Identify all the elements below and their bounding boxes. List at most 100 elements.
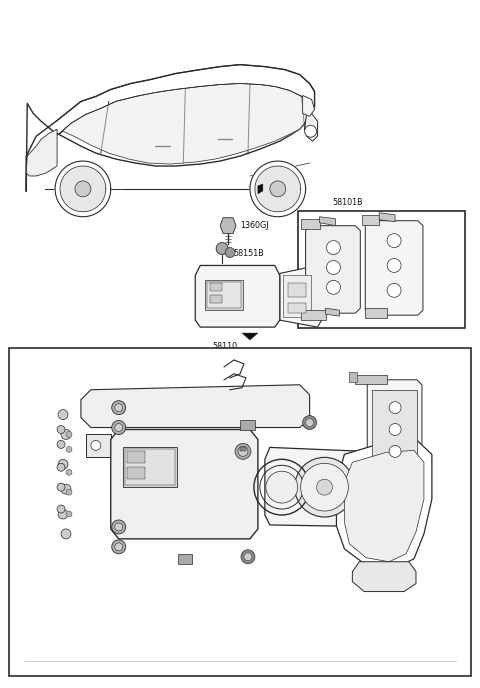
Circle shape bbox=[306, 418, 313, 427]
Circle shape bbox=[115, 404, 123, 411]
Polygon shape bbox=[365, 221, 423, 315]
Text: 58130: 58130 bbox=[213, 352, 238, 361]
Polygon shape bbox=[265, 447, 394, 527]
Polygon shape bbox=[60, 166, 106, 212]
Circle shape bbox=[225, 248, 235, 257]
Text: 58114A: 58114A bbox=[318, 484, 348, 494]
Circle shape bbox=[61, 429, 71, 440]
Polygon shape bbox=[302, 96, 314, 116]
Polygon shape bbox=[179, 554, 192, 563]
Circle shape bbox=[238, 447, 248, 456]
Polygon shape bbox=[365, 308, 387, 318]
Text: 58113: 58113 bbox=[235, 479, 260, 488]
Circle shape bbox=[389, 402, 401, 413]
Circle shape bbox=[115, 523, 123, 531]
Circle shape bbox=[112, 420, 126, 435]
Circle shape bbox=[326, 261, 340, 275]
Polygon shape bbox=[81, 385, 310, 427]
Bar bbox=[240, 447, 246, 451]
Polygon shape bbox=[305, 114, 318, 141]
Polygon shape bbox=[26, 65, 314, 191]
Circle shape bbox=[266, 471, 298, 503]
Circle shape bbox=[66, 447, 72, 453]
Polygon shape bbox=[86, 435, 111, 458]
Circle shape bbox=[305, 125, 316, 137]
Polygon shape bbox=[325, 308, 339, 316]
Circle shape bbox=[58, 409, 68, 420]
Bar bbox=[125, 449, 175, 485]
Polygon shape bbox=[55, 161, 111, 217]
Polygon shape bbox=[349, 372, 357, 382]
Circle shape bbox=[57, 440, 65, 449]
Bar bbox=[288, 283, 306, 297]
Polygon shape bbox=[355, 480, 389, 489]
Polygon shape bbox=[280, 266, 322, 327]
Circle shape bbox=[387, 283, 401, 297]
Circle shape bbox=[216, 243, 228, 255]
Bar bbox=[207, 282, 241, 308]
Circle shape bbox=[66, 469, 72, 475]
Text: 58144B: 58144B bbox=[427, 228, 457, 237]
Polygon shape bbox=[240, 420, 255, 429]
Polygon shape bbox=[320, 217, 336, 226]
Text: 58314: 58314 bbox=[23, 453, 48, 462]
Circle shape bbox=[66, 511, 72, 517]
Circle shape bbox=[241, 550, 255, 563]
Text: 58112: 58112 bbox=[235, 466, 260, 476]
Text: 58125C: 58125C bbox=[20, 427, 51, 436]
Bar bbox=[127, 451, 144, 463]
Bar bbox=[127, 467, 144, 480]
Polygon shape bbox=[306, 226, 360, 313]
Polygon shape bbox=[367, 380, 422, 484]
Polygon shape bbox=[195, 266, 280, 327]
Bar bbox=[210, 283, 222, 291]
Polygon shape bbox=[242, 333, 258, 340]
Polygon shape bbox=[300, 219, 320, 228]
Polygon shape bbox=[300, 310, 325, 320]
Text: 58163B: 58163B bbox=[119, 535, 149, 544]
Circle shape bbox=[57, 463, 65, 471]
Polygon shape bbox=[336, 440, 432, 569]
Polygon shape bbox=[111, 429, 258, 539]
Circle shape bbox=[91, 440, 101, 451]
Circle shape bbox=[57, 425, 65, 433]
Polygon shape bbox=[255, 166, 300, 212]
Circle shape bbox=[66, 489, 72, 495]
Circle shape bbox=[66, 431, 72, 438]
Text: 58181: 58181 bbox=[109, 403, 134, 412]
Text: 58144B: 58144B bbox=[427, 218, 457, 227]
Circle shape bbox=[112, 520, 126, 534]
Text: 58144B: 58144B bbox=[422, 305, 453, 314]
Text: 58125: 58125 bbox=[23, 417, 48, 426]
Bar bbox=[123, 447, 178, 487]
Circle shape bbox=[302, 416, 316, 429]
Circle shape bbox=[387, 234, 401, 248]
Text: 58125F: 58125F bbox=[23, 502, 53, 512]
Text: 58161B: 58161B bbox=[262, 413, 292, 422]
Circle shape bbox=[295, 458, 354, 517]
Bar bbox=[9, 348, 471, 676]
Circle shape bbox=[57, 483, 65, 491]
Bar bbox=[298, 211, 465, 328]
Polygon shape bbox=[344, 451, 424, 561]
Polygon shape bbox=[362, 215, 379, 225]
Circle shape bbox=[387, 259, 401, 272]
Text: 58144B: 58144B bbox=[419, 385, 450, 394]
Polygon shape bbox=[250, 161, 306, 217]
Circle shape bbox=[326, 281, 340, 294]
Circle shape bbox=[244, 552, 252, 561]
Text: 58101B: 58101B bbox=[332, 198, 363, 207]
Bar bbox=[210, 295, 222, 303]
Circle shape bbox=[389, 424, 401, 436]
Polygon shape bbox=[355, 375, 387, 384]
Polygon shape bbox=[26, 129, 57, 176]
Bar bbox=[288, 303, 306, 313]
Text: 58162B: 58162B bbox=[172, 547, 203, 557]
Text: 58144B: 58144B bbox=[422, 316, 453, 325]
Text: 58131: 58131 bbox=[250, 359, 275, 368]
Circle shape bbox=[58, 460, 68, 469]
Polygon shape bbox=[258, 184, 263, 194]
Circle shape bbox=[270, 181, 286, 197]
Circle shape bbox=[326, 241, 340, 255]
Circle shape bbox=[316, 480, 333, 495]
